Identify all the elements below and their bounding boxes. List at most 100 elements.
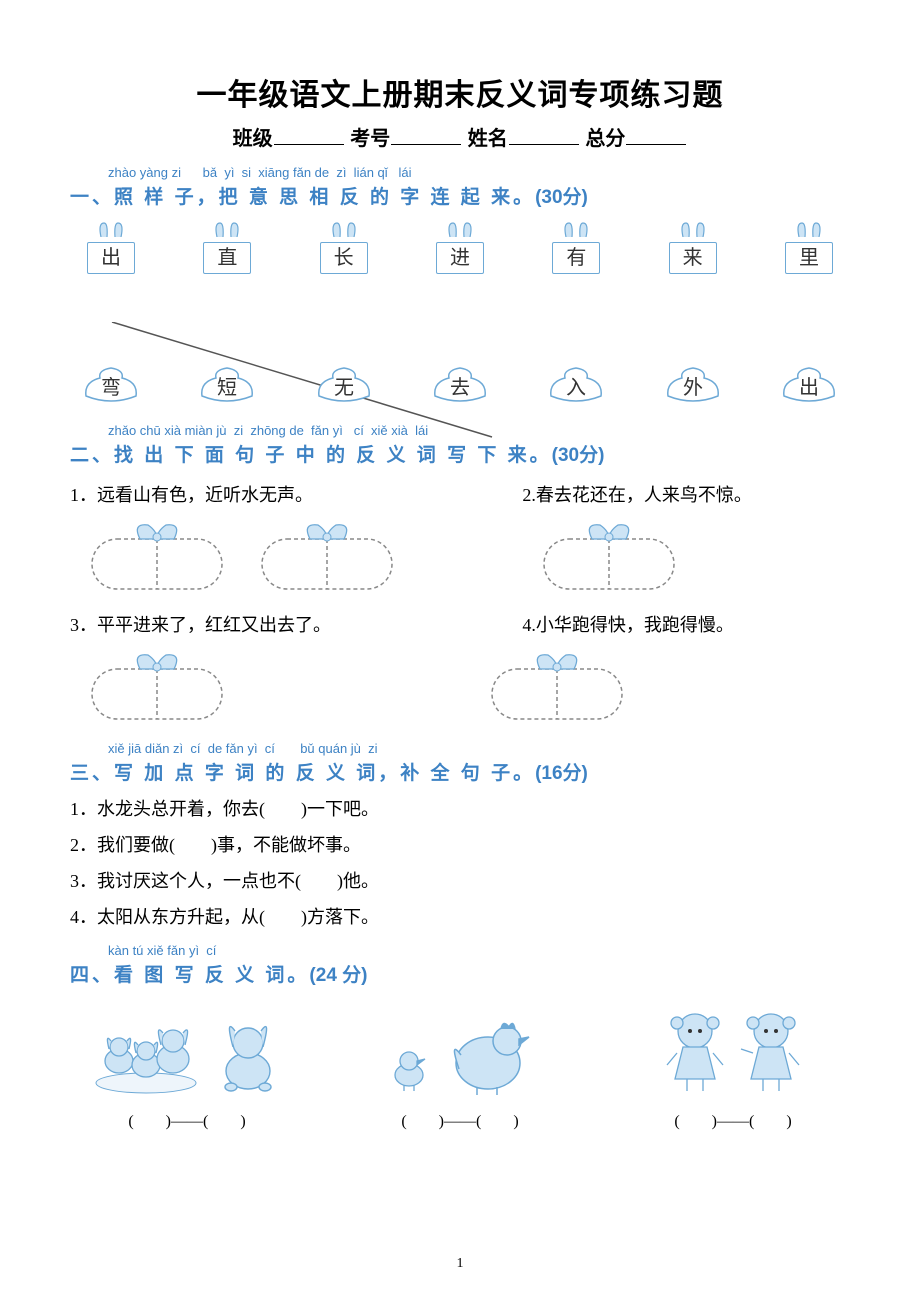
total-label: 总分 bbox=[585, 128, 625, 150]
name-label: 姓名 bbox=[468, 128, 508, 150]
q4-points: (24 分) bbox=[309, 965, 367, 986]
q4-pinyin: kàn tú xiě fǎn yì cí bbox=[70, 943, 850, 958]
q2-s2-text: 春去花还在，人来鸟不惊。 bbox=[536, 485, 752, 505]
fish-icon: 外 bbox=[662, 364, 724, 404]
q1-top-item: 长 bbox=[313, 221, 375, 274]
page-title: 一年级语文上册期末反义词专项练习题 bbox=[70, 70, 850, 114]
bunny-ears-icon bbox=[553, 221, 599, 237]
bow-single-icon bbox=[82, 647, 252, 727]
q2-s3: 3．平平进来了，红红又出去了。 bbox=[70, 611, 522, 637]
q4-num: 四、 bbox=[70, 965, 114, 986]
bow-single-icon bbox=[482, 647, 652, 727]
q1-num: 一、 bbox=[70, 187, 114, 208]
q2-s4: 4.小华跑得快，我跑得慢。 bbox=[522, 611, 850, 637]
q2-text: 找 出 下 面 句 子 中 的 反 义 词 写 下 来。 bbox=[114, 445, 552, 466]
q4-cell-2: ( )——( ) bbox=[343, 1005, 577, 1131]
q1-top-char: 有 bbox=[552, 242, 600, 274]
q2-s1-num: 1． bbox=[70, 485, 97, 505]
q1-bottom-item: 弯 bbox=[80, 364, 142, 409]
name-blank[interactable] bbox=[509, 124, 579, 145]
q2-bow-pair[interactable] bbox=[82, 647, 522, 727]
q2-num: 二、 bbox=[70, 445, 114, 466]
q2-bow-pair[interactable] bbox=[534, 517, 850, 597]
q1-top-char: 进 bbox=[436, 242, 484, 274]
q1-top-char: 长 bbox=[320, 242, 368, 274]
bunny-ears-icon bbox=[670, 221, 716, 237]
q1-bottom-item: 出 bbox=[778, 364, 840, 409]
q1-bottom-item: 无 bbox=[313, 364, 375, 409]
q4-images-row: ( )——( ) bbox=[70, 1005, 850, 1131]
bunny-ears-icon bbox=[437, 221, 483, 237]
q2-points: (30分) bbox=[552, 445, 605, 466]
svg-text:弯: 弯 bbox=[101, 376, 121, 399]
q1-top-char: 来 bbox=[669, 242, 717, 274]
q3-l3: 3．我讨厌这个人，一点也不( )他。 bbox=[70, 867, 850, 893]
svg-text:无: 无 bbox=[334, 377, 354, 399]
q2-s1: 1．远看山有色，近听水无声。 bbox=[70, 481, 522, 507]
bunny-ears-icon bbox=[88, 221, 134, 237]
q2-pinyin: zhǎo chū xià miàn jù zi zhōnɡ de fǎn yì … bbox=[70, 423, 850, 438]
q2-s2: 2.春去花还在，人来鸟不惊。 bbox=[522, 481, 850, 507]
q2-s4-num: 4. bbox=[522, 615, 536, 635]
q4-ans-3[interactable]: ( )——( ) bbox=[616, 1107, 850, 1131]
q4-head: 四、看 图 写 反 义 词。(24 分) bbox=[70, 960, 850, 987]
many-dogs-icon bbox=[91, 1009, 201, 1095]
q1-bottom-item: 入 bbox=[545, 364, 607, 409]
q2-bow-pair[interactable] bbox=[482, 647, 850, 727]
q2-s4-text: 小华跑得快，我跑得慢。 bbox=[536, 615, 734, 635]
q3-num: 三、 bbox=[70, 763, 114, 784]
class-blank[interactable] bbox=[274, 124, 344, 145]
q2-s3-num: 3． bbox=[70, 615, 97, 635]
examno-blank[interactable] bbox=[391, 124, 461, 145]
q1-top-row: 出 直 长 进 有 来 里 bbox=[80, 221, 840, 274]
bow-pair-icon bbox=[82, 517, 412, 597]
q4-cell-1: ( )——( ) bbox=[70, 1005, 304, 1131]
q1-head: 一、照 样 子，把 意 思 相 反 的 字 连 起 来。(30分) bbox=[70, 182, 850, 209]
q1-top-item: 直 bbox=[196, 221, 258, 274]
q3-l4: 4．太阳从东方升起，从( )方落下。 bbox=[70, 903, 850, 929]
svg-text:去: 去 bbox=[450, 376, 470, 399]
q1-bottom-item: 去 bbox=[429, 364, 491, 409]
page-number: 1 bbox=[0, 1256, 920, 1272]
one-dog-icon bbox=[213, 1009, 283, 1095]
q2-bow-pair[interactable] bbox=[82, 517, 522, 597]
svg-text:短: 短 bbox=[217, 376, 237, 399]
fish-icon: 出 bbox=[778, 364, 840, 404]
q3-head: 三、写 加 点 字 词 的 反 义 词，补 全 句 子。(16分) bbox=[70, 758, 850, 785]
q1-bottom-item: 外 bbox=[662, 364, 724, 409]
fish-icon: 去 bbox=[429, 364, 491, 404]
q1-bottom-item: 短 bbox=[196, 364, 258, 409]
q3-l1: 1．水龙头总开着，你去( )一下吧。 bbox=[70, 795, 850, 821]
fish-icon: 弯 bbox=[80, 364, 142, 404]
q3-l2: 2．我们要做( )事，不能做坏事。 bbox=[70, 831, 850, 857]
q4-ans-1[interactable]: ( )——( ) bbox=[70, 1107, 304, 1131]
q1-bottom-row: 弯 短 无 去 入 外 出 bbox=[80, 364, 840, 409]
bow-single-icon bbox=[534, 517, 704, 597]
bunny-ears-icon bbox=[321, 221, 367, 237]
q1-top-item: 进 bbox=[429, 221, 491, 274]
q1-pinyin: zhào yànɡ zi bǎ yì si xiānɡ fǎn de zì li… bbox=[70, 165, 850, 180]
total-blank[interactable] bbox=[626, 124, 686, 145]
q1-top-item: 里 bbox=[778, 221, 840, 274]
q2-s1-text: 远看山有色，近听水无声。 bbox=[97, 485, 313, 505]
student-info-line: 班级 考号 姓名 总分 bbox=[70, 122, 850, 151]
q3-points: (16分) bbox=[535, 763, 588, 784]
q1-text: 照 样 子，把 意 思 相 反 的 字 连 起 来。 bbox=[114, 187, 535, 208]
q2-s2-num: 2. bbox=[522, 485, 536, 505]
big-hen-icon bbox=[443, 1009, 533, 1095]
svg-text:入: 入 bbox=[566, 377, 586, 399]
q2-s3-text: 平平进来了，红红又出去了。 bbox=[97, 615, 331, 635]
q1-points: (30分) bbox=[535, 187, 588, 208]
q4-text: 看 图 写 反 义 词。 bbox=[114, 965, 309, 986]
svg-text:出: 出 bbox=[799, 376, 819, 399]
q4-cell-3: ( )——( ) bbox=[616, 1005, 850, 1131]
q4-ans-2[interactable]: ( )——( ) bbox=[343, 1107, 577, 1131]
examno-label: 考号 bbox=[350, 128, 390, 150]
q2-head: 二、找 出 下 面 句 子 中 的 反 义 词 写 下 来。(30分) bbox=[70, 440, 850, 467]
fish-icon: 入 bbox=[545, 364, 607, 404]
small-chick-icon bbox=[387, 1009, 431, 1095]
bunny-ears-icon bbox=[786, 221, 832, 237]
q1-top-char: 出 bbox=[87, 242, 135, 274]
girl-left-icon bbox=[663, 1005, 727, 1095]
fish-icon: 无 bbox=[313, 364, 375, 404]
